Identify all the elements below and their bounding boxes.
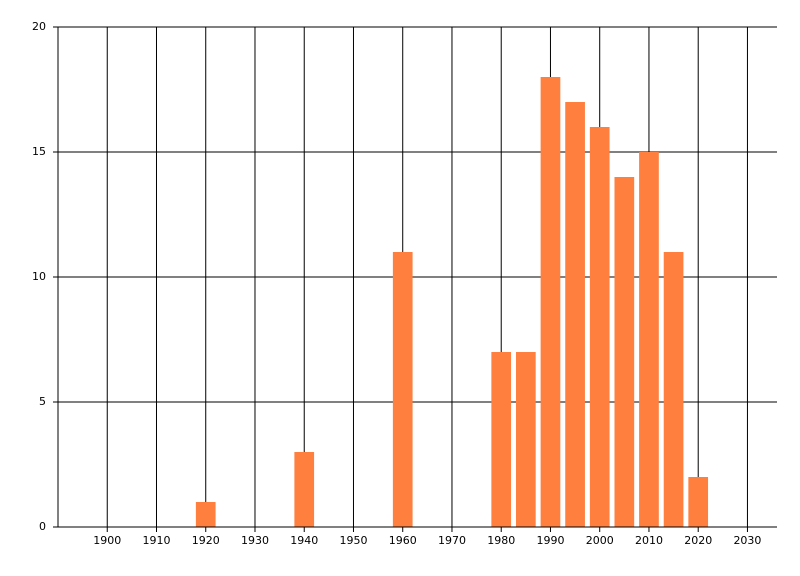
bar — [294, 452, 315, 527]
x-tick-label: 1950 — [339, 534, 367, 547]
y-tick-label: 5 — [39, 395, 46, 408]
x-tick-label: 1900 — [93, 534, 121, 547]
bar — [392, 252, 413, 527]
x-tick-label: 1960 — [389, 534, 417, 547]
bar — [639, 152, 659, 527]
bar — [195, 502, 216, 527]
y-tick-label: 15 — [32, 145, 46, 158]
x-tick-label: 1910 — [142, 534, 170, 547]
x-tick-label: 2010 — [635, 534, 663, 547]
x-tick-label: 1970 — [438, 534, 466, 547]
bar — [565, 102, 585, 527]
x-tick-label: 2030 — [733, 534, 761, 547]
y-tick-label: 0 — [39, 520, 46, 533]
x-tick-label: 1990 — [536, 534, 564, 547]
x-tick-label: 1920 — [192, 534, 220, 547]
x-tick-label: 1930 — [241, 534, 269, 547]
x-tick-label: 2000 — [586, 534, 614, 547]
bar — [491, 352, 512, 527]
bar — [688, 477, 709, 527]
x-tick-label: 1940 — [290, 534, 318, 547]
x-tick-label: 1980 — [487, 534, 515, 547]
y-tick-label: 10 — [32, 270, 46, 283]
bar — [589, 127, 610, 527]
bar — [540, 77, 561, 527]
bar — [614, 177, 635, 527]
y-tick-label: 20 — [32, 20, 46, 33]
bar — [663, 252, 684, 527]
x-tick-label: 2020 — [684, 534, 712, 547]
bar — [515, 352, 536, 527]
